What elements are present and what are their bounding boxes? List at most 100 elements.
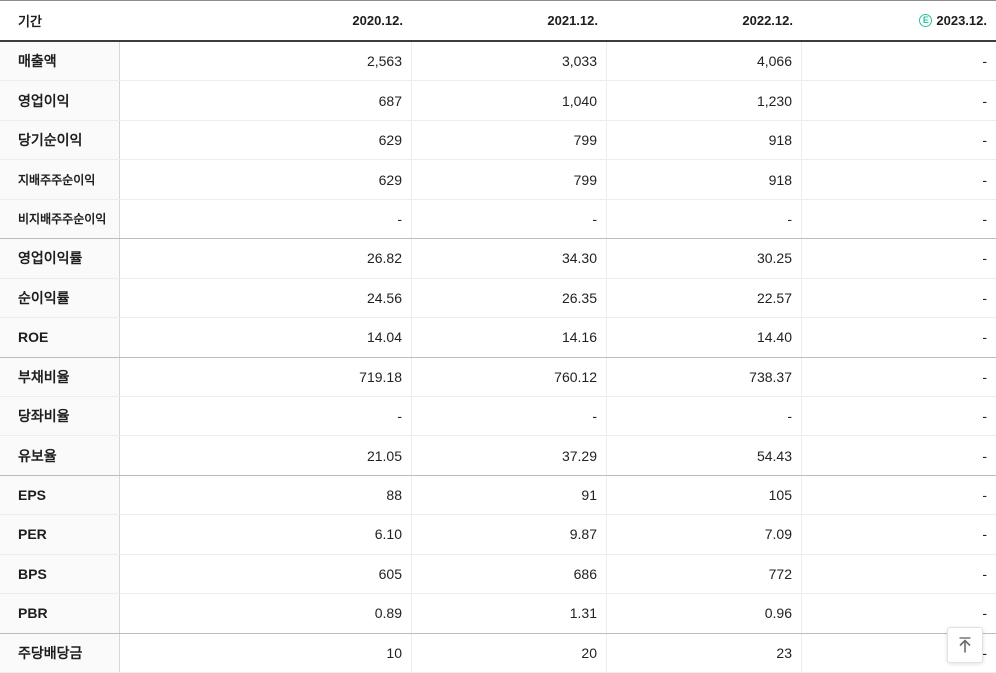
row-label: 유보율 [0,436,120,475]
cell-2022-12: 1,230 [607,81,802,120]
row-label: 부채비율 [0,357,120,396]
table-row-eps: EPS 88 91 105 - [0,475,996,516]
cell-2023-12-estimate: - [802,239,996,278]
table-row-pbr: PBR 0.89 1.31 0.96 - [0,594,996,634]
cell-2020-12: - [120,396,412,436]
cell-2023-12-estimate: - [802,436,996,475]
row-label: 당좌비율 [0,396,120,436]
cell-2023-12-estimate: - [802,199,996,239]
table-row-dividend-per-share: 주당배당금 10 20 23 - [0,633,996,673]
cell-2022-12: 4,066 [607,42,802,81]
row-label: 주당배당금 [0,633,120,672]
cell-2020-12: 0.89 [120,594,412,633]
cell-2023-12-estimate: - [802,160,996,199]
row-label: 지배주주순이익 [0,160,120,199]
cell-2020-12: 605 [120,554,412,594]
cell-2021-12: 1.31 [412,594,607,633]
cell-2022-12: 0.96 [607,594,802,633]
cell-2021-12: 9.87 [412,515,607,554]
cell-2020-12: 88 [120,475,412,515]
cell-2021-12: 37.29 [412,436,607,475]
cell-2021-12: 14.16 [412,318,607,357]
row-label: BPS [0,554,120,594]
arrow-up-to-top-icon [955,635,975,655]
cell-2023-12-estimate: - [802,318,996,357]
cell-2022-12: 738.37 [607,357,802,396]
cell-2020-12: 629 [120,160,412,199]
cell-2021-12: 1,040 [412,81,607,120]
table-row-net-margin: 순이익률 24.56 26.35 22.57 - [0,278,996,319]
cell-2021-12: 26.35 [412,278,607,318]
table-row-revenue: 매출액 2,563 3,033 4,066 - [0,42,996,82]
cell-2023-12-estimate: - [802,120,996,160]
estimate-icon: E [919,14,933,27]
cell-2020-12: 6.10 [120,515,412,554]
cell-2023-12-estimate: - [802,357,996,396]
cell-2020-12: 21.05 [120,436,412,475]
cell-2022-12: 54.43 [607,436,802,475]
row-label: ROE [0,318,120,357]
cell-2022-12: 14.40 [607,318,802,357]
table-row-per: PER 6.10 9.87 7.09 - [0,515,996,555]
table-row-bps: BPS 605 686 772 - [0,554,996,595]
row-label: EPS [0,475,120,515]
table-row-controlling-net-income: 지배주주순이익 629 799 918 - [0,160,996,200]
row-label: 매출액 [0,42,120,81]
cell-2020-12: 24.56 [120,278,412,318]
cell-2022-12: 772 [607,554,802,594]
cell-2023-12-estimate: - [802,515,996,554]
cell-2021-12: 799 [412,160,607,199]
table-row-operating-margin: 영업이익률 26.82 34.30 30.25 - [0,239,996,279]
cell-2020-12: 2,563 [120,42,412,81]
column-header-2021-12: 2021.12. [412,1,607,40]
cell-2021-12: 34.30 [412,239,607,278]
table-header-row: 기간 2020.12. 2021.12. 2022.12. E 2023.12. [0,1,996,42]
cell-2021-12: 760.12 [412,357,607,396]
cell-2023-12-estimate: - [802,554,996,594]
row-label: 순이익률 [0,278,120,318]
cell-2022-12: 7.09 [607,515,802,554]
cell-2022-12: - [607,396,802,436]
cell-2020-12: 719.18 [120,357,412,396]
cell-2021-12: 91 [412,475,607,515]
cell-2020-12: - [120,199,412,239]
period-header-label: 기간 [0,1,120,40]
cell-2022-12: 23 [607,633,802,672]
cell-2022-12: 918 [607,120,802,160]
table-row-debt-ratio: 부채비율 719.18 760.12 738.37 - [0,357,996,397]
cell-2020-12: 687 [120,81,412,120]
cell-2020-12: 26.82 [120,239,412,278]
cell-2021-12: 799 [412,120,607,160]
row-label: 영업이익률 [0,239,120,278]
row-label: PBR [0,594,120,633]
row-label: 영업이익 [0,81,120,120]
table-row-roe: ROE 14.04 14.16 14.40 - [0,318,996,358]
cell-2023-12-estimate: - [802,594,996,633]
cell-2021-12: - [412,396,607,436]
scroll-to-top-button[interactable] [947,627,983,663]
cell-2022-12: 22.57 [607,278,802,318]
cell-2022-12: 105 [607,475,802,515]
table-row-quick-ratio: 당좌비율 - - - - [0,396,996,437]
cell-2021-12: 20 [412,633,607,672]
column-header-2023-12-text: 2023.12. [936,13,987,28]
cell-2020-12: 14.04 [120,318,412,357]
table-row-noncontrolling-net-income: 비지배주주순이익 - - - - [0,199,996,240]
cell-2022-12: 918 [607,160,802,199]
column-header-2022-12: 2022.12. [607,1,802,40]
cell-2023-12-estimate: - [802,396,996,436]
cell-2021-12: - [412,199,607,239]
row-label: 당기순이익 [0,120,120,160]
cell-2021-12: 686 [412,554,607,594]
row-label: PER [0,515,120,554]
cell-2020-12: 629 [120,120,412,160]
column-header-2020-12: 2020.12. [120,1,412,40]
cell-2022-12: 30.25 [607,239,802,278]
column-header-2023-12: E 2023.12. [802,1,996,40]
cell-2020-12: 10 [120,633,412,672]
cell-2023-12-estimate: - [802,278,996,318]
cell-2023-12-estimate: - [802,475,996,515]
row-label: 비지배주주순이익 [0,199,120,239]
table-row-operating-profit: 영업이익 687 1,040 1,230 - [0,81,996,121]
